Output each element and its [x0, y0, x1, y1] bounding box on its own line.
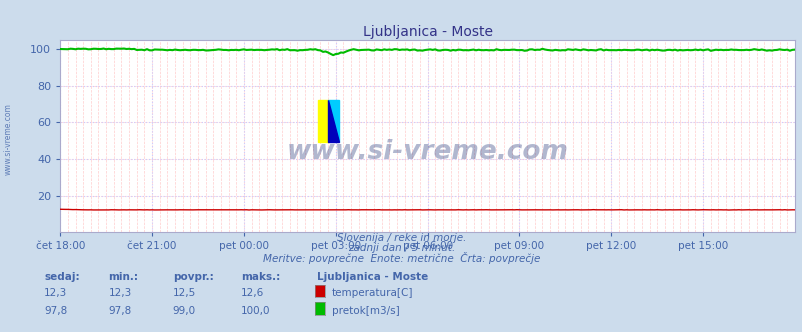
Text: 99,0: 99,0 — [172, 306, 196, 316]
Text: pretok[m3/s]: pretok[m3/s] — [331, 306, 399, 316]
Text: Slovenija / reke in morje.: Slovenija / reke in morje. — [336, 233, 466, 243]
Text: 12,6: 12,6 — [241, 288, 264, 298]
Text: 97,8: 97,8 — [44, 306, 67, 316]
Title: Ljubljanica - Moste: Ljubljanica - Moste — [363, 25, 492, 39]
Text: 97,8: 97,8 — [108, 306, 132, 316]
Polygon shape — [328, 100, 338, 142]
Text: 100,0: 100,0 — [241, 306, 270, 316]
Text: min.:: min.: — [108, 272, 138, 282]
Text: Ljubljanica - Moste: Ljubljanica - Moste — [317, 272, 428, 282]
Text: www.si-vreme.com: www.si-vreme.com — [3, 104, 13, 175]
Text: www.si-vreme.com: www.si-vreme.com — [286, 138, 568, 165]
Text: 12,3: 12,3 — [108, 288, 132, 298]
Text: temperatura[C]: temperatura[C] — [331, 288, 412, 298]
Text: maks.:: maks.: — [241, 272, 280, 282]
Text: 12,3: 12,3 — [44, 288, 67, 298]
Text: zadnji dan / 5 minut.: zadnji dan / 5 minut. — [347, 243, 455, 253]
Text: sedaj:: sedaj: — [44, 272, 79, 282]
Polygon shape — [328, 100, 338, 142]
Text: povpr.:: povpr.: — [172, 272, 213, 282]
Text: Meritve: povprečne  Enote: metrične  Črta: povprečje: Meritve: povprečne Enote: metrične Črta:… — [262, 252, 540, 264]
FancyBboxPatch shape — [318, 100, 328, 142]
Text: 12,5: 12,5 — [172, 288, 196, 298]
